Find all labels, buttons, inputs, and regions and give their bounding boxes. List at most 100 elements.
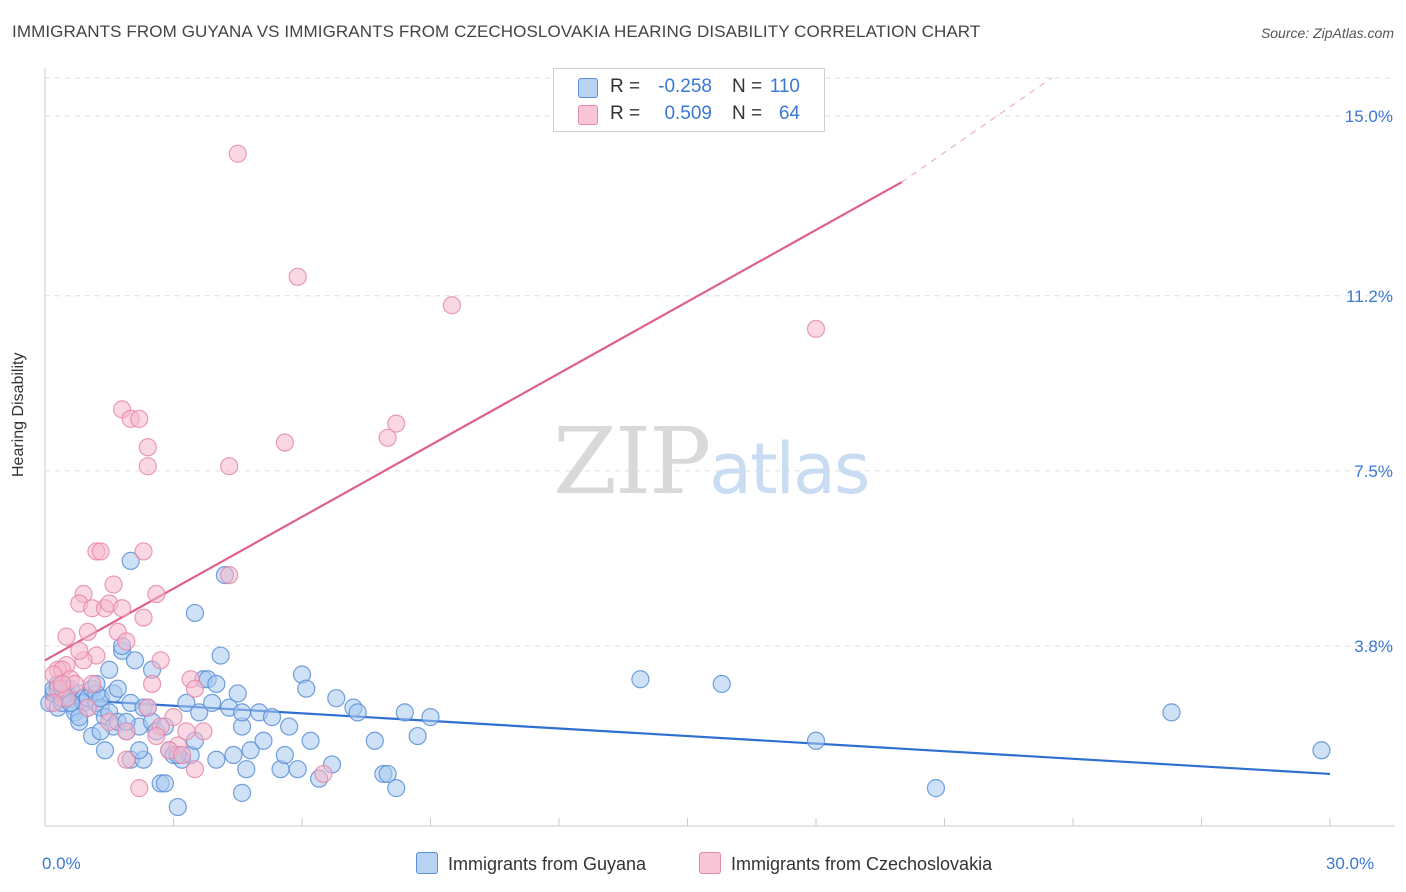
czechoslovakia-point — [220, 565, 239, 585]
guyana-point — [254, 731, 273, 750]
watermark: ZIPatlas — [553, 408, 870, 515]
guyana-point — [95, 741, 115, 760]
guyana-point — [155, 774, 175, 793]
guyana-point — [378, 764, 397, 784]
czechoslovakia-point — [130, 409, 149, 428]
guyana-point — [185, 603, 205, 623]
guyana-point — [926, 779, 946, 798]
guyana-point — [100, 660, 119, 679]
guyana-point — [365, 731, 384, 750]
n-value: 110 — [769, 76, 800, 97]
r-label: R = — [610, 76, 641, 97]
n-value: 64 — [778, 103, 800, 124]
czechoslovakia-point — [314, 764, 333, 784]
czechoslovakia-point — [83, 674, 102, 694]
guyana-point — [297, 679, 316, 698]
guyana-point — [262, 708, 282, 727]
czechoslovakia-point — [130, 779, 149, 798]
guyana-point — [1312, 741, 1331, 760]
y-tick-label: 15.0% — [1345, 107, 1393, 126]
guyana-point — [228, 684, 247, 703]
n-label: N = — [732, 76, 763, 97]
guyana-point — [387, 779, 406, 798]
guyana-point — [806, 731, 826, 750]
guyana-point — [224, 745, 243, 765]
stats-row-guyana: R = -0.258 N = 110 — [554, 73, 824, 101]
source-label: Source: ZipAtlas.com — [1260, 25, 1394, 41]
guyana-point — [168, 797, 187, 817]
czechoslovakia-point — [117, 722, 136, 741]
stats-legend: R = -0.258 N = 110 R = 0.509 N = 64 — [553, 68, 825, 132]
r-label: R = — [610, 103, 641, 124]
guyana-point — [408, 726, 427, 746]
czechoslovakia-point — [117, 750, 136, 769]
czechoslovakia-point — [228, 144, 247, 163]
chart-title: IMMIGRANTS FROM GUYANA VS IMMIGRANTS FRO… — [12, 22, 981, 41]
guyana-point — [108, 679, 127, 698]
legend-label-guyana: Immigrants from Guyana — [448, 854, 647, 874]
guyana-point — [211, 646, 230, 665]
tick-labels: 3.8% 7.5% 11.2% 15.0% 0.0% 30.0% — [42, 107, 1393, 873]
guyana-point — [232, 703, 252, 722]
czechoslovakia-point — [185, 679, 205, 698]
data-points — [40, 144, 1331, 817]
czechoslovakia-point — [172, 745, 192, 765]
legend-item-guyana[interactable]: Immigrants from Guyana — [416, 852, 646, 876]
czechoslovakia-point — [185, 760, 205, 779]
czechoslovakia-point — [117, 632, 136, 651]
czechoslovakia-point — [100, 712, 119, 731]
guyana-legend-swatch — [416, 852, 438, 874]
czechoslovakia-point — [147, 584, 166, 604]
guyana-point — [631, 670, 650, 689]
czechoslovakia-point — [442, 296, 462, 315]
legend-label-czechoslovakia: Immigrants from Czechoslovakia — [731, 854, 993, 874]
x-tick-label: 30.0% — [1326, 854, 1374, 873]
czechoslovakia-legend-swatch — [699, 852, 721, 874]
guyana-point — [275, 745, 294, 765]
guyana-point — [207, 750, 226, 769]
y-tick-label: 11.2% — [1346, 287, 1393, 306]
czechoslovakia-point — [387, 414, 406, 433]
czechoslovakia-point — [164, 708, 183, 727]
guyana-point — [130, 741, 149, 760]
guyana-point — [177, 693, 196, 713]
czechoslovakia-point — [134, 608, 153, 627]
czechoslovakia-trend-line — [901, 77, 1052, 183]
czechoslovakia-point — [78, 698, 97, 717]
n-label: N = — [732, 103, 763, 124]
guyana-point — [241, 741, 260, 760]
guyana-point — [1162, 703, 1181, 722]
guyana-point — [348, 703, 367, 722]
guyana-point — [190, 703, 209, 722]
czechoslovakia-point — [104, 575, 123, 594]
x-tick-label: 0.0% — [42, 854, 81, 873]
czechoslovakia-point — [147, 726, 166, 746]
czechoslovakia-point — [806, 319, 826, 339]
czechoslovakia-point — [112, 599, 132, 618]
czechoslovakia-point — [53, 674, 72, 694]
czechoslovakia-point — [142, 674, 162, 694]
guyana-point — [327, 689, 346, 708]
czechoslovakia-point — [91, 542, 110, 561]
czechoslovakia-point — [378, 428, 397, 447]
czechoslovakia-point — [288, 267, 307, 286]
gridlines — [45, 77, 1395, 647]
czechoslovakia-point — [220, 457, 239, 476]
guyana-point — [395, 703, 414, 722]
czechoslovakia-point — [44, 693, 63, 713]
czechoslovakia-point — [78, 622, 97, 641]
guyana-point — [301, 731, 320, 750]
guyana-point — [288, 760, 307, 779]
watermark-atlas: atlas — [709, 428, 870, 510]
czechoslovakia-point — [138, 457, 157, 476]
legend-item-czechoslovakia[interactable]: Immigrants from Czechoslovakia — [699, 852, 992, 876]
czechoslovakia-trend-line — [44, 181, 903, 662]
guyana-point — [125, 651, 145, 670]
guyana-point — [202, 693, 222, 713]
guyana-point — [712, 674, 731, 694]
y-tick-label: 3.8% — [1354, 637, 1393, 656]
czechoslovakia-point — [151, 651, 170, 670]
czechoslovakia-point — [275, 433, 294, 452]
czechoslovakia-point — [57, 627, 76, 646]
